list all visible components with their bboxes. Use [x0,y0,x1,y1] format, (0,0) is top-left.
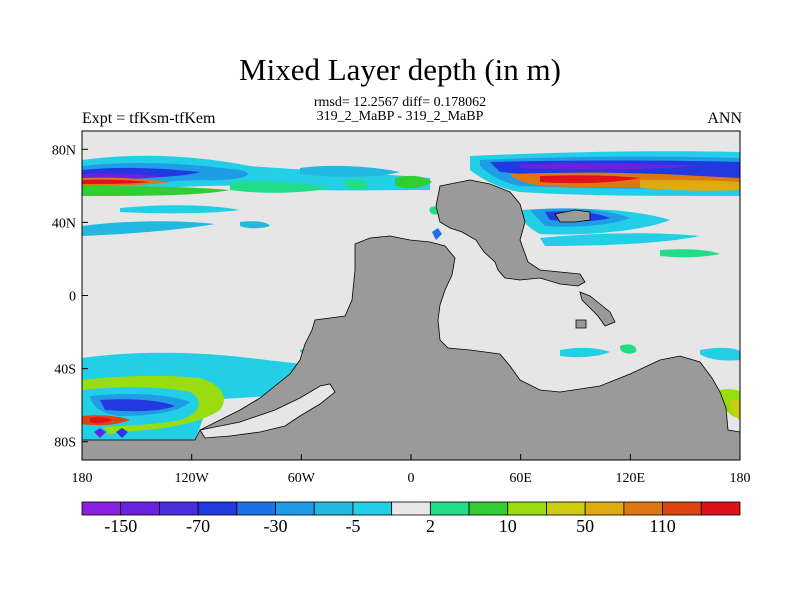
stats-line: rmsd= 12.2567 diff= 0.178062 [313,95,487,110]
map-panel [81,130,741,461]
colorbar-swatch [352,501,393,516]
colorbar-label: -70 [186,516,211,536]
colorbar-label: 2 [425,516,435,536]
axis-ticks: 180 120W 60W 0 60E 120E 180 80N 40N 0 40S 80S [52,143,751,486]
colorbar-swatch [391,501,431,516]
colorbar-swatch [120,501,160,516]
colorbar-swatch [159,501,199,516]
colorbar-labels: -150 -70 -30 -5 2 10 50 110 [0,516,800,538]
colorbar-swatch [429,501,470,516]
x-tick-label: 0 [408,471,415,486]
stats-block: rmsd= 12.2567 diff= 0.178062 319_2_MaBP … [0,96,800,124]
y-tick-label: 80S [54,436,76,451]
colorbar-label: 110 [649,516,676,536]
colorbar-label: 10 [498,516,517,536]
colorbar-label: -150 [104,516,138,536]
experiment-label: Expt = tfKsm-tfKem [82,110,216,127]
field-northern-band [82,155,432,236]
colorbar-label: -30 [263,516,288,536]
x-tick-label: 60E [509,471,532,486]
colorbar [81,501,741,516]
comparison-line: 319_2_MaBP - 319_2_MaBP [316,109,484,124]
colorbar-swatch [468,501,509,516]
season-label: ANN [707,110,742,127]
colorbar-swatch [236,501,276,516]
colorbar-label: 50 [576,516,595,536]
land-mask [82,179,740,460]
colorbar-swatch [313,501,354,516]
colorbar-swatch [584,501,625,516]
y-tick-label: 40N [52,216,76,231]
colorbar-label: -5 [345,516,361,536]
colorbar-swatch [623,501,663,516]
y-tick-label: 80N [52,143,76,158]
x-tick-label: 120E [616,471,646,486]
y-tick-label: 40S [54,363,76,378]
field-eurasia-band [429,151,740,358]
colorbar-swatch [662,501,702,516]
x-tick-label: 120W [175,471,210,486]
land-detail [199,383,336,439]
plot-title: Mixed Layer depth (in m) [239,52,561,87]
colorbar-swatch [197,501,238,516]
x-tick-label: 180 [72,471,93,486]
x-tick-label: 60W [288,471,316,486]
colorbar-swatch [546,501,586,516]
colorbar-swatch [700,501,741,516]
x-tick-label: 180 [730,471,751,486]
colorbar-swatch [81,501,122,516]
y-tick-label: 0 [69,290,76,305]
colorbar-swatch [507,501,547,516]
colorbar-swatch [275,501,315,516]
